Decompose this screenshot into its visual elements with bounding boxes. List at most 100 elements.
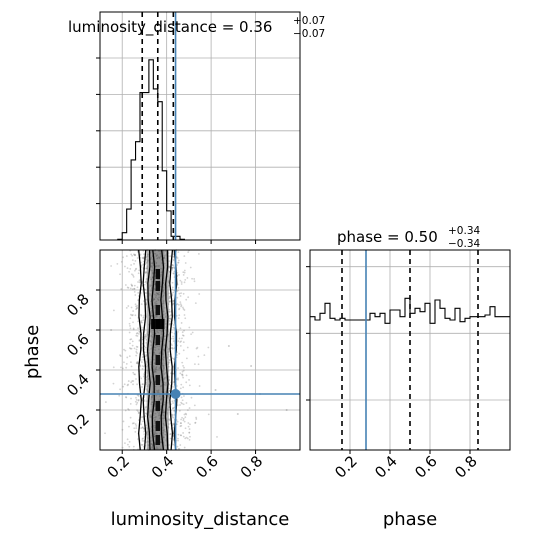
scatter-point — [124, 284, 127, 286]
scatter-point — [132, 371, 135, 374]
scatter-point — [180, 434, 183, 437]
scatter-point — [143, 430, 145, 433]
scatter-point — [198, 293, 201, 295]
scatter-point — [141, 439, 144, 442]
scatter-point — [180, 424, 183, 427]
scatter-point — [176, 445, 179, 448]
scatter-point — [138, 281, 141, 284]
scatter-point — [188, 438, 191, 441]
truth-marker — [170, 389, 181, 399]
scatter-point — [179, 434, 182, 437]
scatter-point — [142, 358, 145, 361]
scatter-point — [189, 266, 192, 269]
scatter-point — [197, 252, 200, 255]
scatter-point — [181, 416, 183, 419]
scatter-point — [169, 317, 172, 320]
scatter-point — [172, 372, 175, 375]
scatter-point — [172, 381, 175, 384]
scatter-point — [171, 267, 174, 269]
luminosity-distance-title-lower-error: −0.07 — [293, 28, 325, 40]
scatter-point — [123, 348, 125, 351]
scatter-point — [135, 378, 137, 380]
scatter-point — [180, 340, 183, 343]
scatter-point — [136, 362, 139, 365]
scatter-point — [172, 337, 175, 340]
scatter-point — [172, 324, 175, 326]
scatter-point — [188, 431, 191, 434]
scatter-point — [132, 321, 134, 324]
scatter-point — [145, 354, 148, 356]
scatter-point — [181, 370, 184, 373]
scatter-point — [141, 356, 144, 359]
scatter-point — [181, 399, 184, 402]
panel-frame — [99, 249, 301, 451]
scatter-point — [141, 328, 144, 331]
scatter-point — [182, 419, 185, 422]
scatter-point — [104, 432, 106, 435]
scatter-point — [132, 422, 135, 425]
scatter-point — [141, 420, 144, 423]
scatter-point — [126, 286, 129, 289]
density-cell — [155, 401, 160, 411]
scatter-point — [185, 298, 188, 301]
scatter-point — [172, 266, 175, 269]
scatter-point — [136, 352, 138, 355]
x-axis-title-phase: phase — [383, 509, 437, 530]
scatter-point — [214, 389, 217, 391]
scatter-point — [129, 416, 132, 419]
x-tick-label: 0.2 — [103, 452, 133, 482]
scatter-point — [172, 407, 175, 409]
scatter-point — [189, 423, 191, 426]
scatter-point — [179, 425, 182, 428]
scatter-point — [145, 405, 148, 408]
scatter-point — [128, 355, 131, 358]
scatter-point — [131, 259, 134, 262]
scatter-point — [182, 364, 184, 367]
scatter-point — [181, 402, 183, 405]
scatter-point — [110, 329, 113, 331]
scatter-point — [143, 400, 146, 403]
scatter-point — [182, 349, 185, 352]
phase-vs-distance-panel: 0.2 0.4 0.6 0.8 0.2 0.4 0.6 0.8 — [63, 249, 301, 482]
scatter-point — [125, 366, 128, 369]
scatter-point — [183, 255, 186, 257]
scatter-point — [136, 361, 139, 363]
scatter-point — [128, 445, 131, 448]
scatter-point — [169, 322, 171, 325]
scatter-point — [178, 274, 180, 276]
scatter-point — [132, 383, 134, 386]
scatter-point — [136, 332, 139, 334]
density-cell — [155, 355, 160, 365]
scatter-point — [126, 438, 129, 441]
contour-line — [138, 249, 142, 451]
scatter-point — [181, 361, 184, 364]
panel-frame — [309, 249, 511, 451]
scatter-point — [144, 355, 147, 358]
scatter-point — [137, 281, 139, 283]
scatter-point — [137, 399, 140, 401]
scatter-point — [118, 394, 121, 397]
scatter-point — [181, 337, 183, 340]
scatter-point — [172, 416, 175, 419]
scatter-point — [135, 308, 138, 311]
scatter-point — [182, 403, 185, 406]
scatter-point — [183, 271, 186, 274]
density-cell — [155, 319, 160, 329]
scatter-point — [127, 383, 130, 386]
scatter-point — [134, 423, 137, 426]
scatter-point — [110, 265, 113, 267]
scatter-point — [171, 286, 174, 289]
scatter-point — [177, 261, 180, 264]
scatter-points — [104, 249, 288, 451]
scatter-point — [182, 435, 185, 438]
contour-line — [146, 249, 151, 451]
x-tick-label: 0.2 — [331, 452, 361, 482]
scatter-point — [171, 268, 174, 271]
scatter-point — [135, 348, 138, 351]
scatter-point — [172, 272, 175, 275]
scatter-point — [188, 384, 191, 387]
scatter-point — [140, 314, 143, 317]
scatter-point — [193, 278, 196, 280]
scatter-point — [172, 340, 175, 343]
scatter-point — [186, 437, 189, 440]
